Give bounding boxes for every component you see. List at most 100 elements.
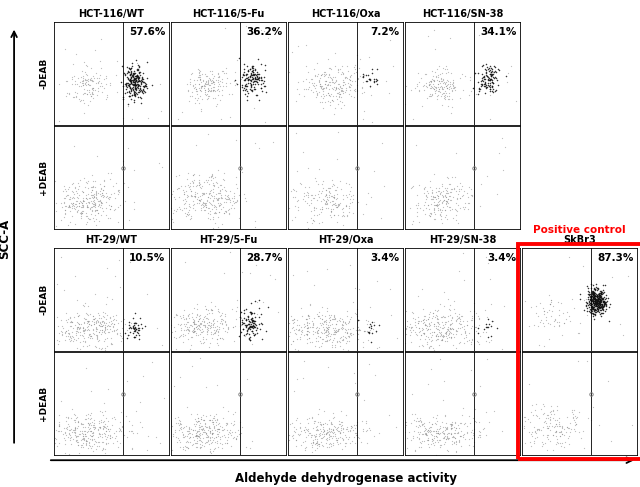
Point (458, 205, 468, 212)
Point (84, 415, 95, 423)
Point (241, 316, 251, 324)
Point (213, 166, 223, 174)
Point (452, 202, 463, 209)
Point (59, 199, 69, 207)
Point (361, 417, 371, 425)
Point (424, 322, 434, 330)
Point (77, 200, 87, 207)
Point (310, 174, 320, 182)
Point (242, 326, 252, 334)
Point (301, 324, 312, 332)
Point (391, 199, 401, 206)
Point (185, 185, 195, 192)
Point (303, 323, 314, 331)
Point (604, 300, 614, 308)
Point (203, 93, 213, 100)
Point (243, 325, 253, 333)
Point (187, 88, 197, 96)
Point (3, 406, 13, 413)
Point (131, 83, 141, 91)
Point (138, 77, 148, 85)
Point (299, 356, 309, 364)
Point (179, 315, 189, 323)
Point (165, 416, 175, 424)
Point (200, 422, 210, 430)
Point (227, 204, 237, 212)
Point (418, 330, 428, 337)
Point (474, 202, 484, 209)
Point (101, 204, 111, 212)
Point (319, 432, 330, 440)
Point (244, 72, 255, 80)
Point (442, 430, 452, 437)
Point (196, 204, 206, 211)
Point (590, 298, 600, 306)
Point (415, 422, 426, 430)
Point (481, 66, 491, 74)
Point (288, 271, 298, 279)
Point (428, 436, 438, 444)
Point (467, 426, 477, 433)
Point (76, 436, 86, 444)
Point (212, 179, 222, 187)
Point (588, 295, 598, 303)
Point (72, 439, 82, 447)
Point (423, 429, 433, 436)
Point (72, 432, 83, 440)
Point (88, 84, 98, 92)
Point (434, 185, 444, 192)
Point (94, 429, 104, 436)
Point (414, 328, 424, 336)
Point (312, 435, 323, 443)
Point (584, 305, 595, 313)
Point (442, 325, 452, 333)
Point (80, 325, 90, 333)
Point (316, 342, 326, 350)
Point (196, 83, 206, 91)
Point (305, 323, 315, 331)
Point (552, 435, 562, 443)
Point (126, 64, 136, 72)
Point (207, 83, 218, 91)
Point (200, 87, 211, 94)
Point (81, 209, 91, 217)
Point (337, 221, 348, 229)
Point (434, 77, 444, 85)
Point (598, 302, 609, 310)
Point (212, 432, 223, 440)
Point (449, 334, 459, 341)
Point (230, 198, 240, 206)
Point (64, 196, 74, 204)
Point (337, 434, 347, 442)
Point (100, 325, 111, 333)
Point (335, 70, 346, 77)
Point (68, 188, 78, 196)
Point (90, 437, 100, 445)
Point (109, 429, 119, 437)
Point (124, 331, 134, 339)
Point (200, 86, 211, 94)
Point (426, 78, 436, 86)
Point (221, 320, 232, 328)
Point (134, 324, 144, 332)
Point (307, 75, 317, 83)
Point (466, 191, 476, 199)
Point (436, 208, 446, 216)
Point (54, 421, 64, 429)
Point (116, 337, 126, 344)
Point (458, 86, 468, 94)
Point (193, 321, 204, 329)
Point (218, 198, 228, 206)
Point (350, 65, 360, 73)
Point (623, 272, 633, 280)
Point (472, 337, 482, 345)
Point (193, 318, 204, 325)
Point (134, 74, 144, 81)
Point (575, 295, 585, 303)
Point (332, 183, 342, 191)
Point (102, 94, 112, 101)
Point (99, 318, 109, 326)
Point (326, 197, 337, 205)
Point (486, 71, 497, 78)
Point (195, 179, 205, 187)
